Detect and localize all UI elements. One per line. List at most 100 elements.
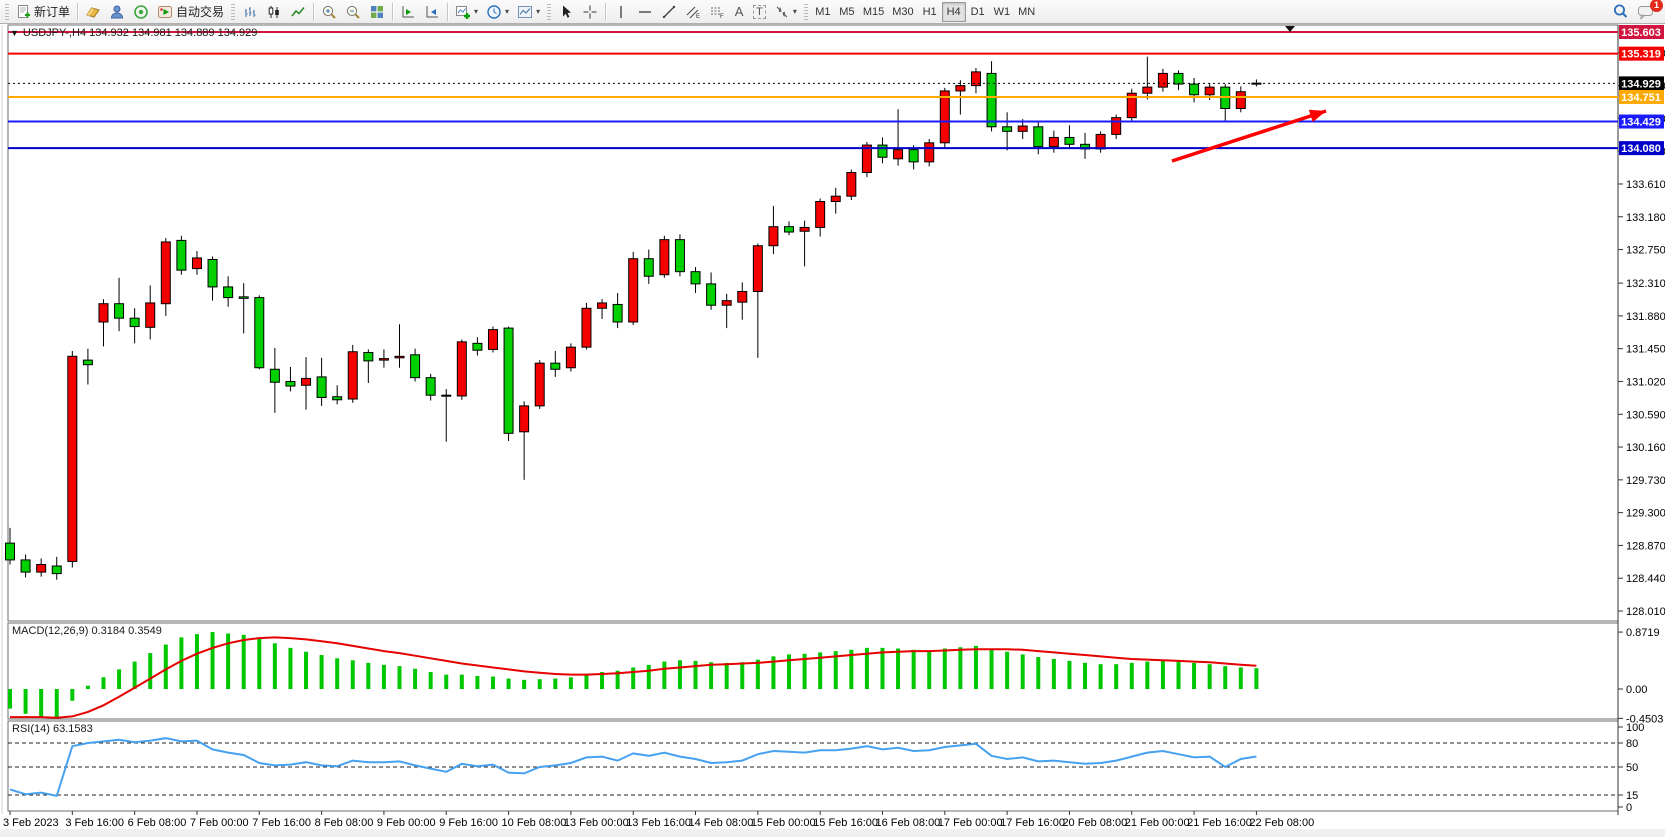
macd-histogram-bar <box>522 679 527 689</box>
timeframe-button-m30[interactable]: M30 <box>888 2 917 22</box>
macd-histogram-bar <box>413 668 418 689</box>
time-tick-label: 9 Feb 00:00 <box>377 817 436 829</box>
candlestick <box>254 297 265 369</box>
toolbar-grip[interactable] <box>231 3 236 20</box>
deposit-button[interactable] <box>81 2 105 22</box>
candlestick <box>737 290 748 303</box>
auto-trading-button[interactable]: 自动交易 <box>153 2 228 22</box>
signals-button[interactable] <box>129 2 153 22</box>
candlestick <box>924 142 935 163</box>
chart-title[interactable]: ▼ USDJPY-,H4 134.932 134.981 134.889 134.… <box>10 27 257 39</box>
macd-histogram-bar <box>771 656 776 689</box>
macd-histogram-bar <box>755 659 760 689</box>
timeframe-button-m5[interactable]: M5 <box>835 2 859 22</box>
candlestick <box>534 362 545 407</box>
candlestick <box>784 226 794 233</box>
crosshair-button[interactable] <box>578 2 602 22</box>
text-tool[interactable]: A <box>729 2 749 22</box>
candlestick <box>1235 91 1246 109</box>
macd-histogram-bar <box>23 689 28 714</box>
timeframe-button-mn[interactable]: MN <box>1014 2 1039 22</box>
timeframe-button-w1[interactable]: W1 <box>990 2 1015 22</box>
candlestick-chart-button[interactable] <box>262 2 286 22</box>
profile-button[interactable] <box>105 2 129 22</box>
timeframe-button-d1[interactable]: D1 <box>966 2 990 22</box>
step-back-button[interactable] <box>420 2 444 22</box>
timeframe-button-m15[interactable]: M15 <box>859 2 888 22</box>
macd-histogram-bar <box>475 675 480 689</box>
dropdown-caret: ▾ <box>505 7 510 16</box>
fibonacci-icon: F <box>709 4 725 20</box>
timeframe-button-m1[interactable]: M1 <box>811 2 835 22</box>
price-line-label: 134.751 <box>1621 92 1661 104</box>
timeframe-button-h1[interactable]: H1 <box>918 2 942 22</box>
line-chart-icon <box>290 4 306 20</box>
price-tick-label: 131.020 <box>1626 376 1665 388</box>
new-chart-button[interactable]: ▾ <box>451 2 482 22</box>
macd-histogram-bar <box>849 649 854 689</box>
candlestick <box>1157 72 1168 88</box>
price-chart-canvas[interactable]: 135.330134.900134.470134.040133.610133.1… <box>0 24 1665 837</box>
candlestick <box>145 302 156 328</box>
macd-histogram-bar <box>179 637 184 689</box>
trend-arrow[interactable] <box>1171 109 1327 163</box>
chart-window[interactable]: 135.330134.900134.470134.040133.610133.1… <box>0 24 1665 837</box>
candlestick <box>1204 86 1215 96</box>
vertical-line-tool[interactable] <box>609 2 633 22</box>
toolbar-grip[interactable] <box>803 3 808 20</box>
trendline-tool[interactable] <box>657 2 681 22</box>
templates-button[interactable]: ▾ <box>513 2 544 22</box>
macd-histogram-bar <box>927 650 932 689</box>
toolbar-grip[interactable] <box>547 3 552 20</box>
price-tick-label: 132.310 <box>1626 278 1665 290</box>
candlestick <box>36 563 47 573</box>
search-button[interactable] <box>1608 2 1633 22</box>
candlestick <box>565 346 576 369</box>
candlestick <box>67 355 78 562</box>
chart-shift-marker[interactable] <box>1285 26 1295 32</box>
fibonacci-tool[interactable]: F <box>705 2 729 22</box>
time-tick-label: 13 Feb 00:00 <box>564 817 629 829</box>
zoom-out-button[interactable] <box>341 2 365 22</box>
text-label-tool[interactable]: T <box>749 2 770 22</box>
candlestick <box>1017 125 1028 132</box>
candlestick <box>1095 133 1106 150</box>
cursor-button[interactable] <box>554 2 578 22</box>
macd-histogram-bar <box>101 677 106 689</box>
toolbar-grip[interactable] <box>5 3 9 20</box>
toolbar-separator <box>605 2 607 21</box>
macd-histogram-bar <box>288 647 293 689</box>
chat-badge: 1 <box>1650 0 1663 12</box>
macd-histogram-bar <box>615 670 620 689</box>
macd-histogram-bar <box>1254 668 1259 689</box>
bar-chart-button[interactable] <box>238 2 262 22</box>
step-forward-button[interactable] <box>396 2 420 22</box>
horizontal-line-tool[interactable] <box>633 2 657 22</box>
dropdown-caret: ▾ <box>792 7 797 16</box>
zoom-in-button[interactable] <box>317 2 341 22</box>
price-line-label-box <box>1619 114 1664 129</box>
equidistant-channel-tool[interactable]: E <box>681 2 705 22</box>
macd-histogram-bar <box>973 645 978 689</box>
vertical-line-icon <box>613 4 629 20</box>
rsi-scale-label: 0 <box>1626 802 1632 814</box>
time-tick-label: 17 Feb 00:00 <box>938 817 1003 829</box>
chat-button[interactable]: 1 <box>1637 0 1663 21</box>
trend-arrow-head[interactable] <box>1308 109 1326 123</box>
cursor-arrow-icon <box>558 4 574 20</box>
line-chart-button[interactable] <box>286 2 310 22</box>
macd-histogram-bar <box>818 652 823 689</box>
toolbar-right-group: 1 <box>1608 0 1663 22</box>
price-line-label: 134.080 <box>1621 143 1661 155</box>
price-line-label-box <box>1619 89 1664 104</box>
timeframe-button-h4[interactable]: H4 <box>941 1 966 22</box>
macd-histogram-bar <box>740 662 745 689</box>
new-order-label: 新订单 <box>34 5 71 19</box>
profiles-button[interactable]: ▾ <box>482 2 513 22</box>
collapse-arrow-icon[interactable]: ▼ <box>10 28 19 38</box>
arrows-tool[interactable]: ▾ <box>770 2 801 22</box>
macd-histogram-bar <box>1129 662 1134 689</box>
toolbar-separator <box>313 2 315 21</box>
new-order-button[interactable]: 新订单 <box>12 2 74 22</box>
tile-windows-button[interactable] <box>365 2 389 22</box>
